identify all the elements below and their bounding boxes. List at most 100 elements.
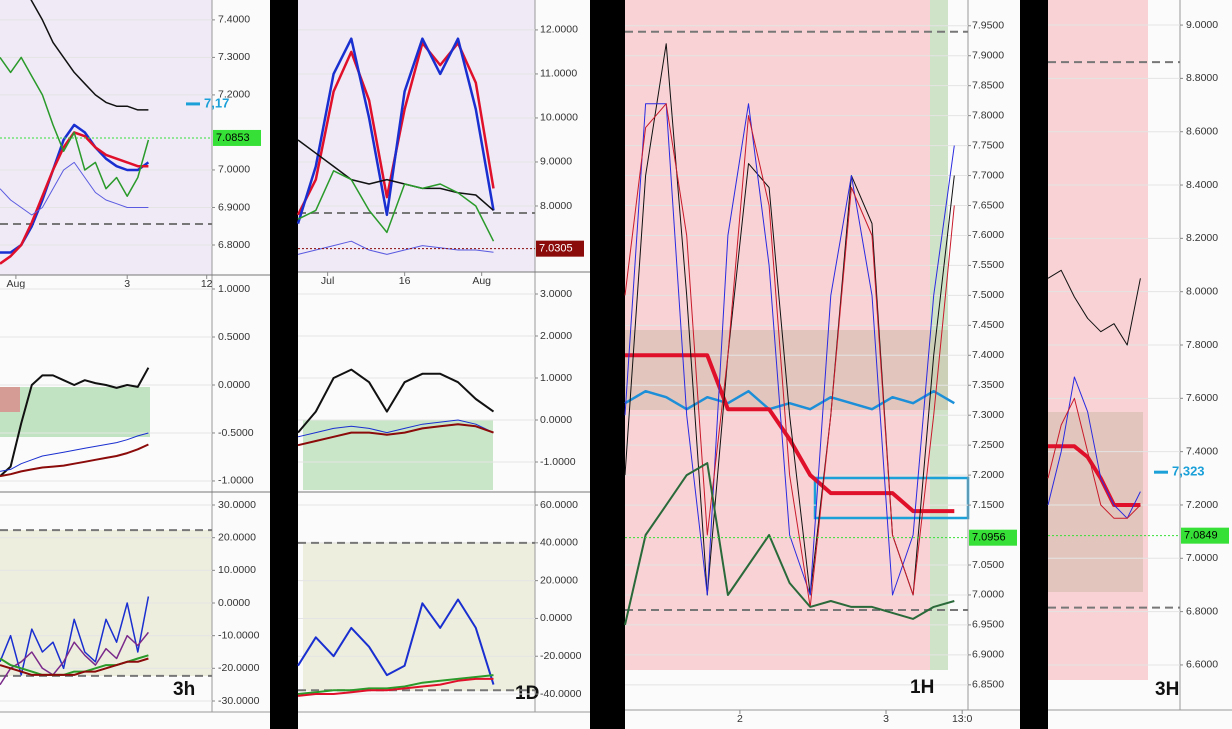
- y-tick-label: -30.0000: [218, 695, 260, 707]
- x-tick-label: 12: [201, 278, 213, 290]
- timeframe-label: 3H: [1155, 679, 1179, 700]
- y-tick-label: 0.0000: [218, 379, 250, 391]
- series-line: [297, 419, 494, 438]
- price-tag: [213, 129, 261, 146]
- shade: [930, 0, 948, 670]
- y-tick-label: 8.2000: [1186, 232, 1218, 244]
- shade: [303, 420, 493, 490]
- series-line: [0, 367, 150, 477]
- y-tick-label: 7.0500: [972, 559, 1004, 571]
- y-tick-label: 9.0000: [1186, 19, 1218, 31]
- y-tick-label: 7.4000: [218, 14, 250, 26]
- y-tick-label: 7.9000: [972, 50, 1004, 62]
- series-line: [297, 240, 494, 255]
- y-tick-label: -20.0000: [540, 650, 582, 662]
- series-line: [0, 161, 149, 216]
- x-tick-label: Aug: [7, 278, 26, 290]
- y-tick-label: 11.0000: [540, 68, 577, 80]
- y-tick-label: 7.0000: [1186, 552, 1218, 564]
- series-line: [297, 423, 494, 447]
- shade: [1048, 412, 1143, 592]
- y-tick-label: 7.4000: [972, 349, 1004, 361]
- series-line: [1047, 376, 1141, 519]
- series-line: [624, 103, 955, 596]
- y-tick-label: 7.3500: [972, 379, 1004, 391]
- y-tick-label: 3.0000: [540, 288, 572, 300]
- series-line: [297, 139, 494, 211]
- price-tag-label: 7,17: [204, 95, 229, 110]
- y-tick-label: -40.0000: [540, 688, 582, 700]
- x-tick-label: 3: [124, 278, 130, 290]
- y-tick-label: 6.8500: [972, 679, 1004, 691]
- timeframe-label: 3h: [173, 679, 195, 700]
- y-tick-label: 7.4000: [1186, 445, 1218, 457]
- series-line: [0, 432, 149, 472]
- y-tick-label: 7.5000: [972, 289, 1004, 301]
- y-tick-label: 10.0000: [540, 112, 578, 124]
- y-tick-label: 7.6500: [972, 199, 1004, 211]
- y-tick-label: 20.0000: [540, 574, 578, 586]
- y-tick-label: 6.8000: [218, 239, 250, 251]
- y-tick-label: -0.5000: [218, 427, 254, 439]
- y-tick-label: 7.7500: [972, 139, 1004, 151]
- x-tick-label: 2: [737, 713, 743, 725]
- y-tick-label: 7.8000: [1186, 339, 1218, 351]
- series-line: [0, 56, 150, 197]
- y-tick-label: 7.0000: [218, 164, 250, 176]
- y-tick-label: 9.0000: [540, 156, 572, 168]
- price-tag-label: 7.0849: [1184, 530, 1218, 542]
- y-tick-label: 7.2000: [218, 89, 250, 101]
- timeframe-label: 1D: [515, 683, 539, 704]
- series-line: [297, 170, 495, 242]
- series-line: [297, 674, 494, 695]
- y-tick-label: 8.4000: [1186, 179, 1218, 191]
- y-tick-label: 30.0000: [218, 499, 256, 511]
- y-tick-label: 6.9000: [972, 649, 1004, 661]
- series-line: [30, 0, 149, 111]
- y-tick-label: 20.0000: [218, 531, 256, 543]
- price-tag-label: 7.0305: [539, 243, 573, 255]
- y-tick-label: -1.0000: [540, 456, 576, 468]
- series-line: [0, 443, 149, 478]
- series-line: [296, 37, 495, 224]
- y-tick-label: 6.6000: [1186, 659, 1218, 671]
- y-tick-label: 7.8000: [972, 109, 1004, 121]
- y-tick-label: 0.0000: [540, 414, 572, 426]
- y-tick-label: 2.0000: [540, 330, 572, 342]
- price-tag-label: 7,323: [1172, 464, 1205, 479]
- y-tick-label: 7.0000: [972, 589, 1004, 601]
- price-tag: [1181, 527, 1229, 544]
- price-tag: [536, 240, 584, 257]
- series-line: [0, 657, 149, 676]
- y-tick-label: 7.2500: [972, 439, 1004, 451]
- timeframe-label: 1H: [910, 677, 934, 698]
- shade: [1048, 0, 1148, 680]
- y-tick-label: 10.0000: [218, 564, 256, 576]
- y-tick-label: 7.6000: [972, 229, 1004, 241]
- series-line: [0, 631, 149, 686]
- y-tick-label: 6.9500: [972, 619, 1004, 631]
- x-tick-label: 3: [883, 713, 889, 725]
- y-tick-label: 7.1500: [972, 499, 1004, 511]
- y-tick-label: 60.0000: [540, 499, 578, 511]
- y-tick-label: -20.0000: [218, 662, 260, 674]
- shade: [0, 387, 150, 437]
- series-line: [297, 677, 494, 697]
- x-tick-label: Aug: [472, 275, 491, 287]
- y-tick-label: 7.3000: [218, 51, 250, 63]
- y-tick-label: 8.0000: [540, 200, 572, 212]
- series-line: [624, 462, 955, 626]
- y-tick-label: 7.9500: [972, 20, 1004, 32]
- x-tick-label: 13:0: [952, 713, 973, 725]
- series-line: [625, 353, 955, 514]
- y-tick-label: 7.8500: [972, 79, 1004, 91]
- y-tick-label: 7.2000: [972, 469, 1004, 481]
- series-line: [297, 368, 495, 434]
- price-tag-label: 7.0956: [972, 532, 1006, 544]
- y-tick-label: 7.2000: [1186, 499, 1218, 511]
- series-line: [297, 598, 495, 685]
- y-tick-label: -1.0000: [218, 475, 254, 487]
- series-line: [1047, 397, 1141, 519]
- y-tick-label: 8.8000: [1186, 72, 1218, 84]
